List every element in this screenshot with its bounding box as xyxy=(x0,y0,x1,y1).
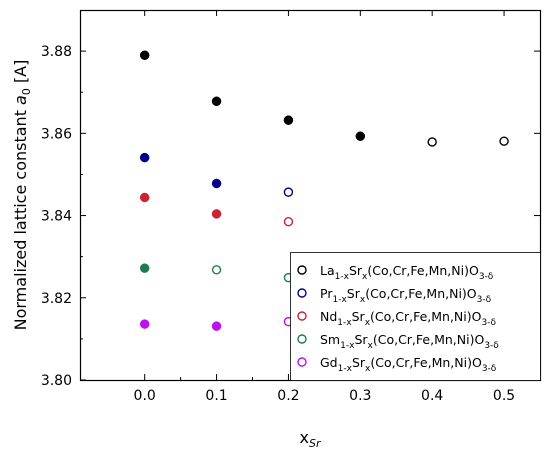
legend-label: Gd1-xSrx(Co,Cr,Fe,Mn,Ni)O3-δ xyxy=(320,355,497,374)
data-point xyxy=(139,152,150,163)
y-tick-label: 3.86 xyxy=(41,126,72,142)
data-point xyxy=(211,96,222,107)
data-point xyxy=(211,321,222,331)
data-point xyxy=(355,131,366,141)
legend-label: La1-xSrx(Co,Cr,Fe,Mn,Ni)O3-δ xyxy=(320,263,494,282)
legend-item: Gd1-xSrx(Co,Cr,Fe,Mn,Ni)O3-δ xyxy=(297,355,497,374)
data-point xyxy=(139,263,150,273)
legend-box xyxy=(290,252,541,381)
y-axis-title: Normalized lattice constant a0 [A] xyxy=(11,60,33,331)
series-sm xyxy=(139,263,294,283)
x-tick-label: 0.4 xyxy=(421,388,443,404)
x-tick-label: 0.0 xyxy=(134,388,156,404)
legend-marker xyxy=(297,334,307,344)
data-point xyxy=(211,265,222,275)
y-tick-label: 3.84 xyxy=(41,209,72,225)
legend-label: Nd1-xSrx(Co,Cr,Fe,Mn,Ni)O3-δ xyxy=(320,309,496,328)
legend-label: Pr1-xSrx(Co,Cr,Fe,Mn,Ni)O3-δ xyxy=(320,286,492,305)
data-points xyxy=(139,50,509,331)
data-point xyxy=(139,319,150,329)
y-axis-ticks: 3.80 3.82 3.84 3.86 3.88 xyxy=(41,44,540,389)
data-point xyxy=(283,217,294,227)
data-point xyxy=(211,178,222,189)
legend-marker xyxy=(297,265,307,275)
data-point xyxy=(427,137,437,147)
series-nd xyxy=(139,192,294,227)
data-point xyxy=(139,192,150,203)
legend-item: La1-xSrx(Co,Cr,Fe,Mn,Ni)O3-δ xyxy=(297,263,494,282)
y-tick-label: 3.80 xyxy=(41,373,72,389)
legend-item: Sm1-xSrx(Co,Cr,Fe,Mn,Ni)O3-δ xyxy=(297,332,499,351)
legend: La1-xSrx(Co,Cr,Fe,Mn,Ni)O3-δ Pr1-xSrx(Co,… xyxy=(290,252,541,381)
x-tick-label: 0.1 xyxy=(205,388,227,404)
legend-item: Pr1-xSrx(Co,Cr,Fe,Mn,Ni)O3-δ xyxy=(297,286,492,305)
x-tick-label: 0.2 xyxy=(277,388,299,404)
data-point xyxy=(211,209,222,219)
data-point xyxy=(139,50,150,60)
data-point xyxy=(283,115,294,125)
y-tick-label: 3.88 xyxy=(41,44,72,60)
y-tick-label: 3.82 xyxy=(41,291,72,307)
legend-marker xyxy=(297,311,307,321)
series-gd xyxy=(139,316,294,331)
x-tick-label: 0.3 xyxy=(349,388,371,404)
series-la xyxy=(139,50,509,147)
legend-marker xyxy=(297,288,307,298)
data-point xyxy=(499,136,509,146)
legend-label: Sm1-xSrx(Co,Cr,Fe,Mn,Ni)O3-δ xyxy=(320,332,499,351)
series-pr xyxy=(139,152,294,197)
legend-item: Nd1-xSrx(Co,Cr,Fe,Mn,Ni)O3-δ xyxy=(297,309,496,328)
x-axis-title: xSr xyxy=(300,428,322,450)
x-tick-label: 0.5 xyxy=(493,388,515,404)
legend-marker xyxy=(297,357,307,367)
data-point xyxy=(283,187,294,197)
